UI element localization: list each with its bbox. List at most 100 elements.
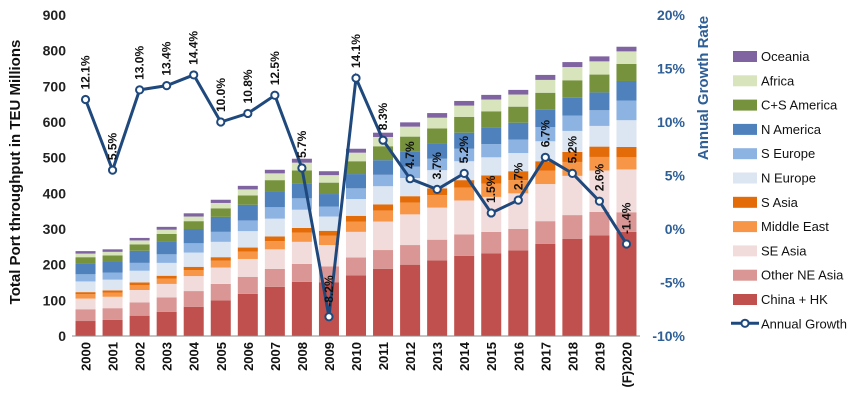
bar-oceania-2011 (373, 132, 394, 137)
bar-middle-east-F2020 (616, 157, 637, 170)
bar-china-hk-2004 (183, 306, 204, 336)
legend-label: N America (761, 122, 822, 137)
bar-s-europe-2012 (400, 166, 421, 178)
bar-n-america-2001 (102, 261, 123, 273)
bar-se-asia-2011 (373, 221, 394, 251)
bar-oceania-2005 (210, 199, 231, 203)
bar-n-europe-2016 (508, 153, 529, 172)
bar-se-asia-2014 (454, 200, 475, 235)
bar-c-s-america-2013 (427, 128, 448, 144)
x-tick-label: 2006 (241, 342, 256, 371)
legend-swatch (733, 245, 757, 257)
bar-s-europe-2006 (237, 220, 258, 232)
bar-n-europe-2007 (264, 218, 285, 237)
bar-africa-2007 (264, 173, 285, 181)
bar-n-america-2012 (400, 151, 421, 167)
bar-s-europe-2015 (481, 144, 502, 158)
bar-s-europe-2019 (589, 110, 610, 126)
bar-s-asia-2017 (535, 161, 556, 171)
bar-s-asia-2001 (102, 290, 123, 293)
bars-layer (75, 46, 637, 336)
bar-middle-east-2006 (237, 251, 258, 259)
bar-china-hk-2000 (75, 321, 96, 336)
bar-n-america-2004 (183, 229, 204, 244)
growth-point (80, 94, 91, 105)
bar-s-asia-2008 (291, 227, 312, 233)
bar-china-hk-F2020 (616, 231, 637, 336)
bar-china-hk-2015 (481, 253, 502, 336)
bar-s-europe-2004 (183, 243, 204, 253)
bar-other-ne-asia-2008 (291, 263, 312, 282)
legend-swatch (733, 99, 757, 111)
x-tick-label: 2000 (79, 342, 94, 371)
bar-other-ne-asia-2013 (427, 239, 448, 261)
bar-n-europe-2015 (481, 157, 502, 176)
bar-n-america-2002 (129, 250, 150, 263)
y-tick-label: 800 (43, 43, 67, 59)
bar-middle-east-2009 (318, 235, 339, 246)
growth-data-label: 13.4% (160, 41, 174, 75)
bar-middle-east-2007 (264, 241, 285, 250)
bar-oceania-2016 (508, 89, 529, 95)
bar-africa-2010 (345, 152, 367, 162)
bar-s-asia-2016 (508, 171, 529, 181)
growth-point (486, 208, 496, 218)
bar-oceania-2014 (454, 100, 475, 106)
bar-middle-east-2011 (373, 210, 394, 222)
y-tick-label: 700 (43, 78, 67, 94)
bar-middle-east-2010 (345, 221, 367, 232)
bar-se-asia-2019 (589, 170, 610, 212)
bar-middle-east-2014 (454, 187, 475, 201)
bar-oceania-2002 (129, 237, 150, 241)
bar-s-europe-2008 (291, 198, 312, 210)
growth-point (540, 152, 550, 162)
bar-c-s-america-2009 (318, 182, 339, 195)
growth-point (594, 196, 605, 206)
x-tick-label: 2005 (214, 342, 229, 371)
growth-data-label: 12.5% (268, 51, 282, 85)
bar-oceania-2012 (400, 122, 421, 127)
bar-other-ne-asia-2000 (75, 309, 96, 322)
growth-data-label: 10.0% (214, 78, 228, 112)
bar-africa-2004 (183, 216, 204, 222)
growth-data-label: 2.6% (592, 163, 606, 191)
bar-africa-2003 (156, 229, 177, 234)
bar-n-europe-2012 (400, 177, 421, 197)
y-tick-label: 900 (43, 7, 67, 23)
bar-n-europe-2013 (427, 170, 448, 189)
legend-label: N Europe (761, 171, 816, 186)
bar-n-america-2005 (210, 216, 231, 232)
bar-middle-east-2017 (535, 170, 556, 185)
bar-se-asia-2012 (400, 214, 421, 246)
bar-china-hk-2010 (345, 275, 367, 336)
growth-point (351, 73, 361, 83)
y2-tick-label: 0% (665, 221, 686, 237)
growth-point (270, 90, 280, 100)
bar-s-europe-2014 (454, 148, 475, 162)
growth-point (378, 135, 388, 145)
bar-africa-2012 (400, 126, 421, 137)
bar-middle-east-2005 (210, 260, 231, 268)
bar-s-europe-2016 (508, 139, 529, 154)
bar-other-ne-asia-2001 (102, 308, 123, 320)
growth-point (135, 85, 145, 95)
bar-c-s-america-2016 (508, 106, 529, 123)
growth-point (621, 239, 632, 249)
legend-label: Africa (761, 73, 795, 88)
x-tick-label: 2002 (133, 342, 148, 371)
bar-n-europe-2001 (102, 279, 123, 291)
bar-c-s-america-2014 (454, 117, 475, 133)
bar-china-hk-2012 (400, 264, 421, 336)
bar-other-ne-asia-2018 (562, 215, 583, 239)
bar-n-america-2008 (291, 183, 312, 199)
bar-n-america-2011 (373, 160, 394, 175)
y-tick-label: 500 (43, 150, 67, 166)
legend-swatch (733, 51, 757, 62)
y-tick-label: 600 (43, 114, 67, 130)
growth-data-label: 3.7% (430, 152, 444, 180)
growth-data-label: 14.4% (187, 31, 201, 65)
bar-africa-2019 (589, 61, 610, 75)
bar-africa-2018 (562, 67, 583, 81)
bar-oceania-2007 (264, 169, 285, 174)
